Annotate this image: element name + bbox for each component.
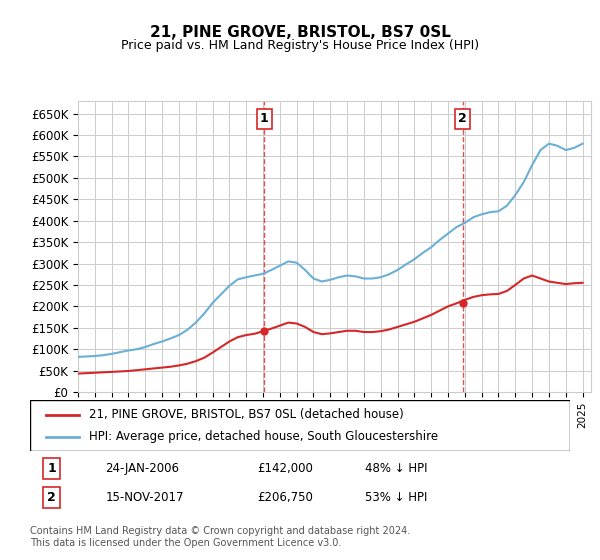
Text: Contains HM Land Registry data © Crown copyright and database right 2024.
This d: Contains HM Land Registry data © Crown c… bbox=[30, 526, 410, 548]
Text: 24-JAN-2006: 24-JAN-2006 bbox=[106, 462, 179, 475]
Text: Price paid vs. HM Land Registry's House Price Index (HPI): Price paid vs. HM Land Registry's House … bbox=[121, 39, 479, 52]
Text: 53% ↓ HPI: 53% ↓ HPI bbox=[365, 491, 427, 504]
Text: 2: 2 bbox=[47, 491, 56, 504]
Text: 15-NOV-2017: 15-NOV-2017 bbox=[106, 491, 184, 504]
Text: 1: 1 bbox=[47, 462, 56, 475]
Text: 48% ↓ HPI: 48% ↓ HPI bbox=[365, 462, 427, 475]
Text: HPI: Average price, detached house, South Gloucestershire: HPI: Average price, detached house, Sout… bbox=[89, 430, 439, 443]
Text: 2: 2 bbox=[458, 113, 467, 125]
Text: 21, PINE GROVE, BRISTOL, BS7 0SL (detached house): 21, PINE GROVE, BRISTOL, BS7 0SL (detach… bbox=[89, 408, 404, 421]
FancyBboxPatch shape bbox=[30, 400, 570, 451]
Text: £206,750: £206,750 bbox=[257, 491, 313, 504]
Text: £142,000: £142,000 bbox=[257, 462, 313, 475]
Text: 1: 1 bbox=[260, 113, 269, 125]
Text: 21, PINE GROVE, BRISTOL, BS7 0SL: 21, PINE GROVE, BRISTOL, BS7 0SL bbox=[149, 25, 451, 40]
